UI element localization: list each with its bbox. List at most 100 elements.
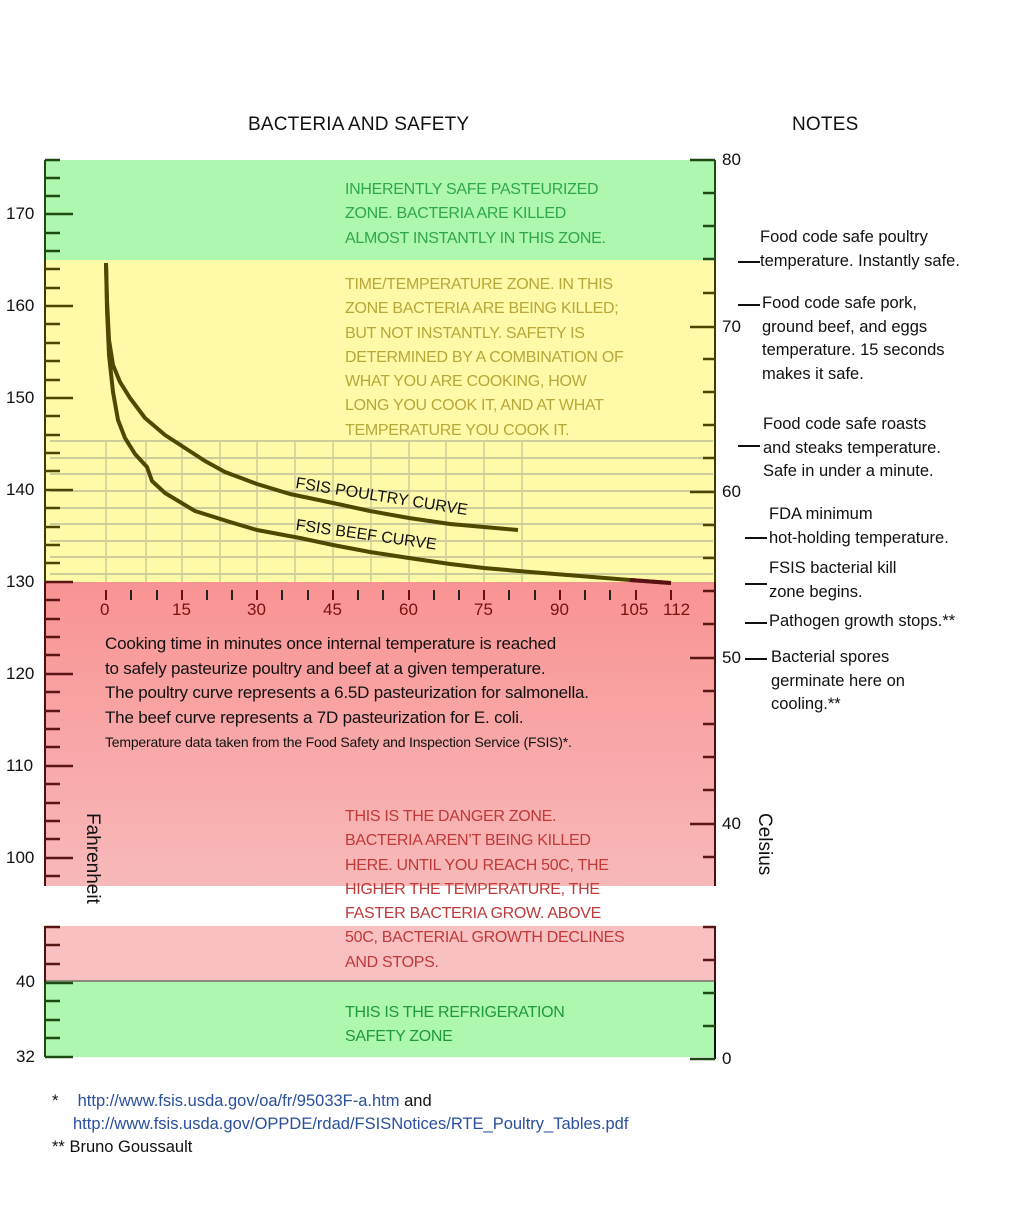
zone-text-line: ZONE. BACTERIA ARE KILLED (345, 205, 567, 223)
danger-zone-upper (45, 582, 715, 886)
note-line: makes it safe. (762, 364, 864, 383)
note-poultry: Food code safe poultry temperature. Inst… (760, 226, 960, 273)
time-tick-label: 75 (474, 600, 493, 619)
description-source: Temperature data taken from the Food Saf… (105, 734, 572, 750)
note-marker (745, 658, 767, 660)
f-tick-label: 130 (6, 572, 35, 591)
note-pathogen: Pathogen growth stops.** (769, 610, 955, 634)
time-temperature-zone (45, 260, 715, 582)
note-line: cooling.** (771, 695, 841, 713)
time-tick-label: 105 (620, 600, 649, 619)
c-tick-label: 60 (722, 482, 741, 501)
time-tick-label: 30 (247, 600, 266, 619)
refrigeration-zone (45, 982, 715, 1057)
chart-title: BACTERIA AND SAFETY (248, 114, 470, 135)
zone-text-line: ZONE BACTERIA ARE BEING KILLED; (345, 300, 619, 318)
f-tick-label: 32 (16, 1047, 35, 1066)
note-line: ground beef, and eggs (762, 317, 928, 336)
poultry-curve (104, 262, 519, 532)
note-line: temperature. 15 seconds (762, 341, 945, 359)
time-tick-label: 112 (663, 600, 691, 619)
c-tick-label: 70 (722, 317, 741, 336)
zone-text-line: BUT NOT INSTANTLY. SAFETY IS (345, 324, 585, 342)
c-tick-label: 80 (722, 150, 741, 169)
zone-text-line: ALMOST INSTANTLY IN THIS ZONE. (345, 229, 606, 247)
f-tick-label: 140 (6, 480, 35, 499)
zone-text-line: HIGHER THE TEMPERATURE, THE (345, 880, 600, 898)
zone-text-line: SAFETY ZONE (345, 1028, 453, 1046)
note-roasts: Food code safe roasts and steaks tempera… (763, 413, 941, 484)
f-tick-label: 100 (6, 848, 35, 867)
danger-zone-lower (45, 926, 715, 982)
f-tick-label: 160 (6, 296, 35, 315)
note-marker (738, 445, 760, 447)
note-marker (745, 537, 767, 539)
note-line: FSIS bacterial kill (769, 559, 897, 577)
footnote-marker: ** (52, 1138, 65, 1156)
fahrenheit-axis-title: Fahrenheit (82, 813, 103, 904)
footnote-credit: Bruno Goussault (69, 1138, 193, 1156)
c-tick-label: 40 (722, 814, 741, 833)
footnote-and: and (404, 1092, 432, 1110)
fsis-link-1[interactable]: http://www.fsis.usda.gov/oa/fr/95033F-a.… (77, 1092, 400, 1110)
zone-text-line: TEMPERATURE YOU COOK IT. (345, 421, 570, 439)
f-tick-label: 120 (6, 664, 35, 683)
note-line: and steaks temperature. (763, 438, 941, 457)
note-line: zone begins. (769, 582, 863, 601)
description-line: to safely pasteurize poultry and beef at… (105, 658, 546, 678)
zone-text-line: BACTERIA AREN’T BEING KILLED (345, 832, 591, 850)
note-marker (738, 304, 760, 306)
f-tick-label: 170 (6, 204, 35, 223)
c-tick-label: 0 (722, 1049, 732, 1068)
time-axis-ticks (105, 590, 672, 600)
note-pork: Food code safe pork, ground beef, and eg… (762, 292, 945, 386)
zone-text-line: 50C, BACTERIAL GROWTH DECLINES (345, 929, 625, 947)
time-tick-label: 45 (323, 600, 342, 619)
footnote-1: * http://www.fsis.usda.gov/oa/fr/95033F-… (52, 1090, 432, 1112)
note-line: Food code safe roasts (763, 415, 927, 433)
danger-zone-text: THIS IS THE DANGER ZONE. BACTERIA AREN’T… (345, 805, 625, 975)
f-tick-label: 40 (16, 972, 35, 991)
time-tick-label: 90 (550, 600, 569, 619)
zone-text-line: INHERENTLY SAFE PASTEURIZED (345, 181, 599, 198)
note-line: Bacterial spores (771, 648, 890, 666)
note-line: germinate here on (771, 671, 905, 690)
note-line: Food code safe pork, (762, 294, 918, 312)
zone-text-line: THIS IS THE DANGER ZONE. (345, 808, 557, 825)
note-line: Food code safe poultry (760, 228, 928, 246)
celsius-axis-title: Celsius (754, 813, 775, 876)
c-tick-label: 50 (722, 648, 741, 667)
note-line: hot-holding temperature. (769, 528, 949, 547)
note-marker (738, 261, 760, 263)
zone-text-line: LONG YOU COOK IT, AND AT WHAT (345, 397, 604, 415)
beef-curve (104, 262, 672, 585)
note-line: Safe in under a minute. (763, 462, 934, 480)
zone-text-line: DETERMINED BY A COMBINATION OF (345, 348, 624, 366)
note-line: FDA minimum (769, 505, 873, 523)
zone-text-line: WHAT YOU ARE COOKING, HOW (345, 373, 587, 391)
note-marker (745, 622, 767, 624)
footnote-2: ** Bruno Goussault (52, 1136, 192, 1158)
refrigeration-zone-text: THIS IS THE REFRIGERATION SAFETY ZONE (345, 1001, 565, 1050)
zone-text-line: AND STOPS. (345, 953, 439, 971)
description-line: The poultry curve represents a 6.5D past… (105, 683, 589, 702)
f-tick-label: 150 (6, 388, 35, 407)
pasteurized-zone (45, 160, 715, 260)
note-spores: Bacterial spores germinate here on cooli… (771, 646, 905, 717)
note-line: temperature. Instantly safe. (760, 251, 960, 270)
description-line: Cooking time in minutes once internal te… (105, 634, 557, 653)
description-line: The beef curve represents a 7D pasteuriz… (105, 707, 524, 727)
time-tick-label: 15 (172, 600, 191, 619)
chart-description: Cooking time in minutes once internal te… (105, 632, 589, 755)
fsis-link-2[interactable]: http://www.fsis.usda.gov/OPPDE/rdad/FSIS… (73, 1115, 629, 1133)
zone-text-line: FASTER BACTERIA GROW. ABOVE (345, 905, 601, 923)
time-tick-label: 60 (399, 600, 418, 619)
time-tick-label: 0 (100, 600, 110, 619)
footnote-1-cont: http://www.fsis.usda.gov/OPPDE/rdad/FSIS… (73, 1113, 628, 1135)
note-hot-holding: FDA minimum hot-holding temperature. (769, 503, 949, 550)
note-line: Pathogen growth stops.** (769, 612, 956, 630)
time-temperature-zone-text: TIME/TEMPERATURE ZONE. IN THIS ZONE BACT… (345, 273, 624, 443)
pasteurized-zone-text: INHERENTLY SAFE PASTEURIZED ZONE. BACTER… (345, 178, 606, 251)
zone-text-line: HERE. UNTIL YOU REACH 50C, THE (345, 856, 609, 874)
